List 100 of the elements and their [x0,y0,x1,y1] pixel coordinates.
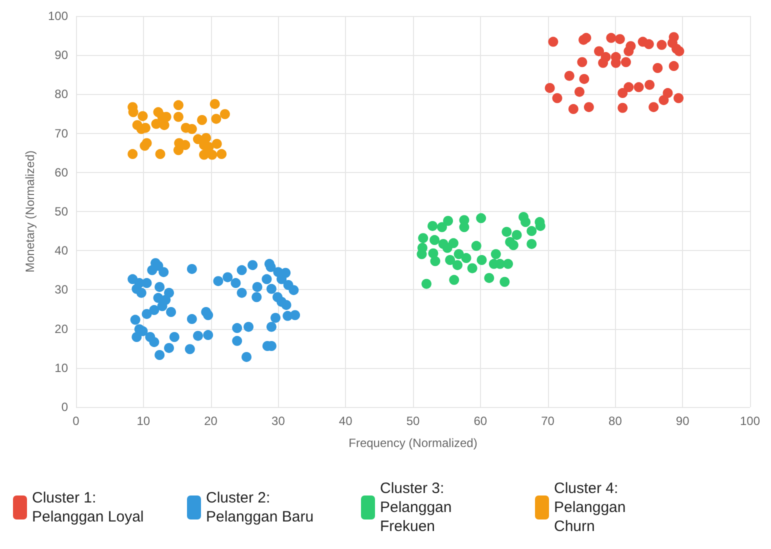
point [579,74,590,84]
point [526,238,537,249]
point [430,235,440,246]
point [503,258,514,269]
x-tick-label: 100 [740,414,760,428]
point [448,238,458,248]
point [564,70,574,81]
point [512,230,522,240]
point [500,276,510,287]
point [581,32,592,43]
point [490,249,501,260]
point [173,112,184,122]
point [544,82,555,93]
point [421,278,432,289]
legend-label: Cluster 3: Pelanggan Frekuen [380,480,456,535]
y-tick-label: 80 [54,87,68,102]
y-tick-label: 90 [54,48,68,62]
point [428,220,438,231]
point [159,120,170,130]
point [459,222,470,232]
point [138,111,148,122]
point [620,57,631,68]
point [606,32,616,43]
point [624,82,634,92]
point [445,254,456,265]
point [618,102,628,113]
point [577,57,588,68]
point [598,58,608,68]
x-tick-label: 70 [541,414,555,428]
x-tick-label: 0 [72,414,80,428]
y-tick-label: 30 [54,282,68,297]
point [128,149,138,160]
point [526,226,537,236]
point [436,222,447,232]
point [199,150,210,160]
point [484,272,494,283]
point [197,115,208,126]
point [173,100,184,110]
point [668,61,679,72]
point [210,98,220,109]
point [634,82,644,92]
point [142,138,152,148]
x-tick-label: 50 [406,414,420,428]
point [430,256,440,266]
point [508,240,518,250]
point [656,40,667,50]
point [212,138,222,149]
point [520,217,531,228]
x-tick-label: 40 [338,414,353,428]
point [186,124,197,134]
y-tick-label: 40 [54,244,68,258]
point [211,114,222,124]
point [449,274,460,285]
legend-label: Cluster 4: Pelanggan Churn [554,480,630,535]
y-tick-label: 0 [61,400,68,414]
point [644,39,654,50]
point [594,46,604,56]
x-tick-label: 60 [474,414,488,428]
point [151,118,162,129]
x-tick-label: 20 [204,414,218,428]
point [652,63,663,73]
point [461,253,472,264]
point [674,46,684,56]
y-tick-label: 20 [54,322,68,336]
point [644,80,655,90]
y-tick-label: 10 [54,360,68,375]
y-tick-label: 100 [48,9,68,23]
point [454,249,464,260]
x-tick-label: 90 [676,414,690,428]
point [574,86,584,97]
point [618,88,628,98]
point [443,216,454,226]
point [155,149,166,160]
point [658,95,669,106]
point [624,46,634,56]
point [452,260,462,270]
y-tick-label: 70 [54,126,68,140]
point [216,149,227,160]
point [568,104,578,114]
point [584,102,594,112]
point [476,254,487,265]
point [207,150,218,160]
y-tick-label: 50 [54,204,68,218]
point [173,145,184,156]
y-axis-title: Monetary (Normalized) [23,150,37,273]
x-tick-label: 30 [272,414,286,428]
point [614,34,625,44]
point [548,36,558,47]
x-tick-label: 80 [608,414,622,428]
point [552,93,562,104]
x-axis-title: Frequency (Normalized) [348,436,478,450]
x-tick-label: 10 [136,414,150,428]
point [467,263,478,274]
point [416,249,427,260]
point [220,109,230,120]
point [674,93,684,104]
point [476,213,486,224]
point [418,233,428,244]
legend-label: Cluster 2: Pelanggan Baru [206,490,314,526]
point [502,226,512,237]
